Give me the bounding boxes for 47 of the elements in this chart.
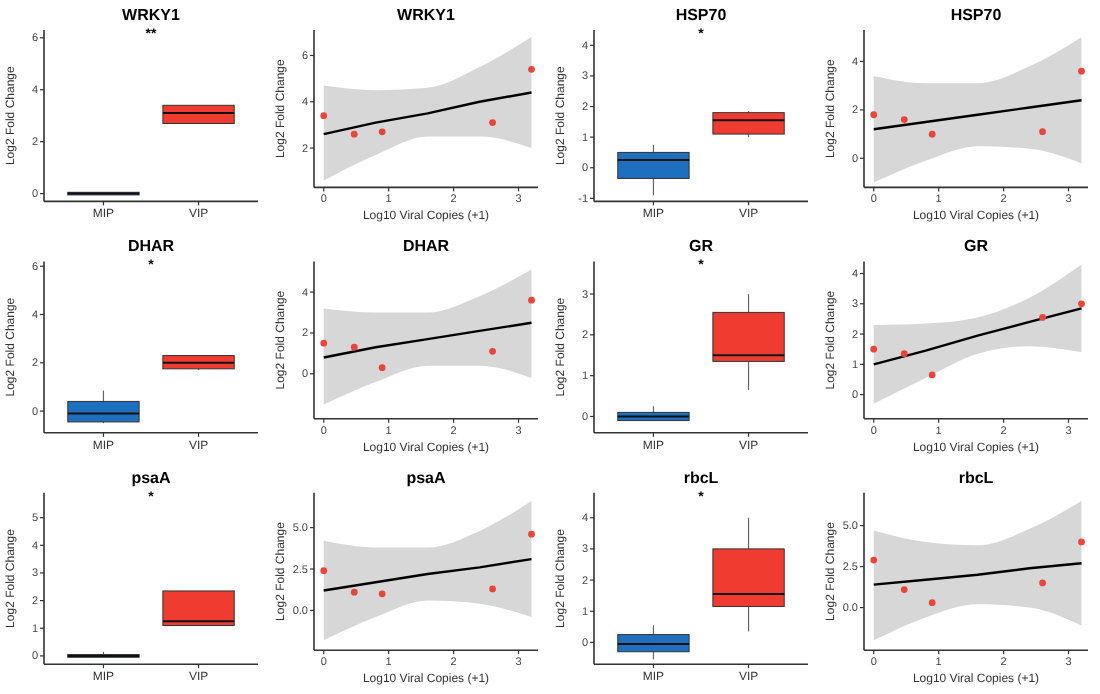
point	[900, 116, 908, 123]
chart-title: DHAR	[402, 237, 450, 256]
line-series	[322, 91, 533, 136]
point	[900, 586, 908, 593]
point	[900, 350, 908, 358]
point	[350, 343, 358, 351]
point	[870, 345, 878, 353]
point	[1039, 579, 1046, 587]
chart-title: GR	[689, 237, 714, 256]
chart-title: rbcL	[683, 468, 719, 487]
point	[528, 530, 535, 538]
point	[350, 130, 358, 138]
point	[350, 588, 358, 596]
line-series	[322, 557, 533, 592]
point	[489, 585, 496, 593]
point	[320, 112, 328, 120]
point	[928, 371, 936, 379]
chart-title: GR	[964, 237, 989, 256]
chart-title: psaA	[406, 468, 447, 487]
point	[870, 111, 878, 119]
point	[378, 128, 386, 136]
point	[1039, 128, 1046, 136]
line-series	[872, 99, 1083, 131]
line-series	[872, 562, 1083, 586]
line-series	[322, 321, 533, 359]
point	[1078, 538, 1085, 546]
chart-title: DHAR	[127, 237, 175, 256]
point	[378, 364, 386, 372]
point	[320, 567, 328, 575]
point	[870, 556, 878, 564]
chart-title: WRKY1	[122, 6, 181, 24]
point	[1078, 67, 1085, 75]
point	[928, 599, 936, 607]
point	[1039, 314, 1046, 321]
point	[378, 590, 386, 598]
chart-title: WRKY1	[397, 6, 456, 24]
chart-title: HSP70	[950, 6, 1003, 24]
chart-title: psaA	[131, 468, 172, 487]
point	[489, 347, 496, 355]
chart-title: rbcL	[958, 468, 994, 487]
point	[489, 119, 496, 126]
chart-title: HSP70	[675, 6, 728, 24]
point	[528, 296, 535, 304]
point	[1078, 300, 1085, 308]
point	[528, 65, 535, 73]
point	[928, 130, 936, 138]
point	[320, 339, 328, 347]
